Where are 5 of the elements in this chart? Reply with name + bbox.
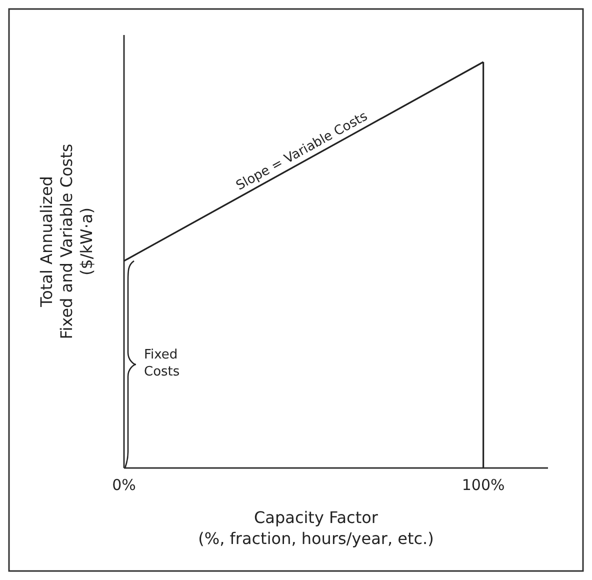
y-axis-title: Total Annualized Fixed and Variable Costs ($/kW·a) [37, 144, 96, 340]
x-axis-title: Capacity Factor (%, fraction, hours/year, etc.) [198, 508, 434, 548]
x-tick-label: 0% [112, 476, 136, 494]
x-tick-label: 100% [462, 476, 505, 494]
annotation: Fixed Costs [144, 347, 180, 380]
